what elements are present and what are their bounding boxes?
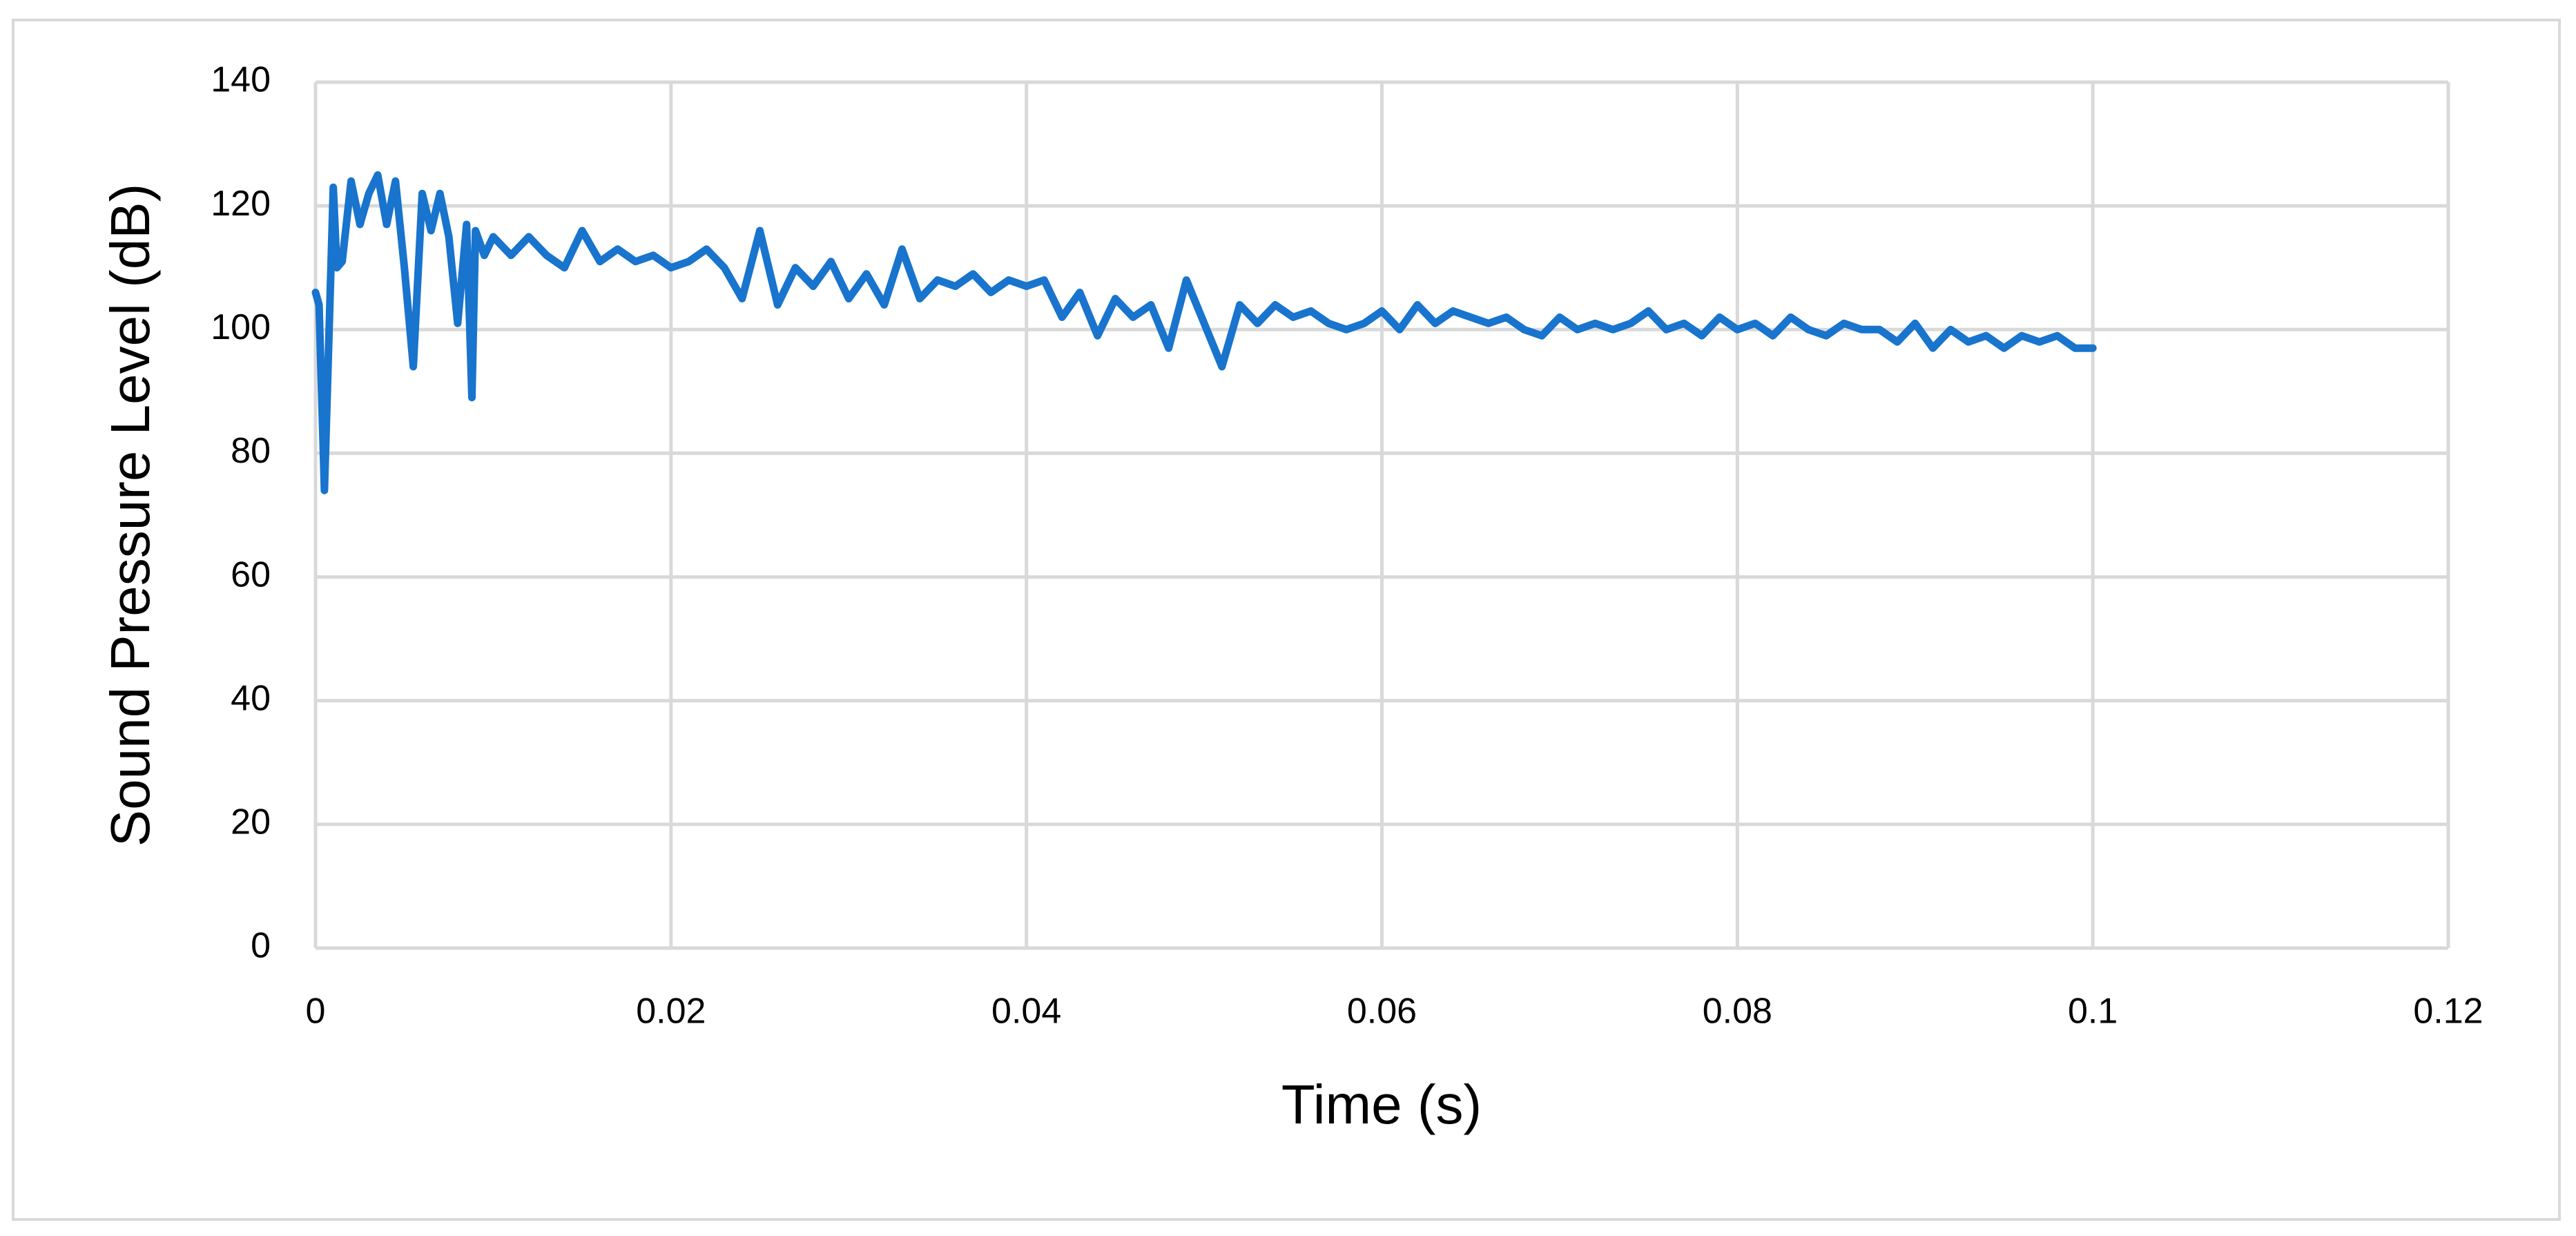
x-tick-label: 0.06 — [1347, 992, 1417, 1032]
x-tick-label: 0.02 — [636, 992, 706, 1032]
y-tick-label: 80 — [231, 431, 271, 471]
y-tick-label: 40 — [231, 678, 271, 718]
y-tick-label: 140 — [211, 60, 271, 100]
x-tick-label: 0.12 — [2413, 992, 2483, 1032]
data-line — [311, 171, 2097, 494]
y-tick-label: 20 — [231, 802, 271, 842]
y-tick-label: 60 — [231, 554, 271, 595]
x-tick-label: 0 — [306, 992, 326, 1032]
x-tick-label: 0.08 — [1703, 992, 1772, 1032]
y-tick-label: 100 — [211, 307, 271, 347]
x-axis-title: Time (s) — [1281, 1074, 1482, 1135]
x-tick-label: 0.04 — [991, 992, 1061, 1032]
x-tick-label: 0.1 — [2068, 992, 2118, 1032]
y-tick-label: 120 — [211, 184, 271, 224]
y-axis-title: Sound Pressure Level (dB) — [99, 184, 161, 847]
y-tick-label: 0 — [251, 926, 271, 966]
